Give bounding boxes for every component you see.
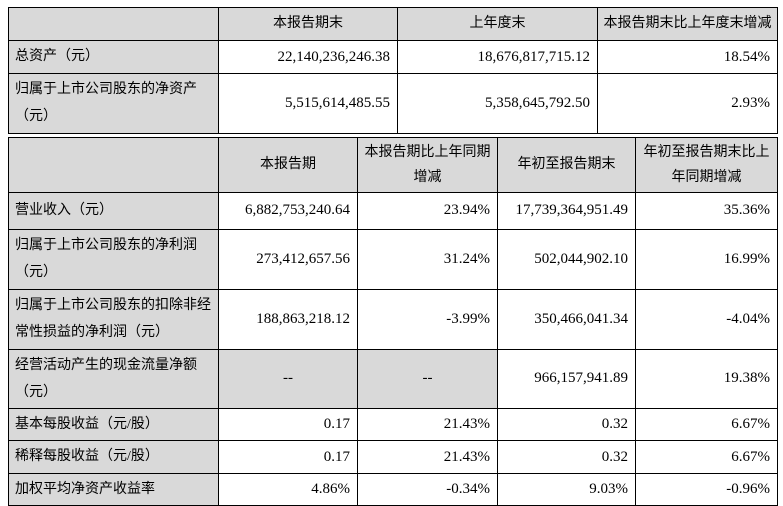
value-cell: 0.17 xyxy=(218,408,358,442)
table-row: 归属于上市公司股东的扣除非经常性损益的净利润（元） 188,863,218.12… xyxy=(8,288,778,350)
table2-header-ytd-change: 年初至报告期末比上年同期增减 xyxy=(635,136,778,193)
table1-header-prior-year-end: 上年度末 xyxy=(397,7,598,41)
table1-header-current-period-end: 本报告期末 xyxy=(218,7,398,41)
row-label-diluted-eps: 稀释每股收益（元/股） xyxy=(8,440,219,474)
value-cell: 502,044,902.10 xyxy=(497,228,636,290)
value-cell: 9.03% xyxy=(497,472,636,506)
table-row: 总资产（元） 22,140,236,246.38 18,676,817,715.… xyxy=(8,40,778,74)
table2-corner-cell xyxy=(8,136,219,193)
value-cell: -4.04% xyxy=(635,288,778,350)
row-label-total-assets: 总资产（元） xyxy=(8,40,219,74)
value-cell: 19.38% xyxy=(635,348,778,410)
table-row: 基本每股收益（元/股） 0.17 21.43% 0.32 6.67% xyxy=(8,408,778,442)
value-cell: 17,739,364,951.49 xyxy=(497,191,636,230)
value-cell: 21.43% xyxy=(357,440,498,474)
value-cell: 350,466,041.34 xyxy=(497,288,636,350)
value-cell: 5,358,645,792.50 xyxy=(397,73,598,134)
row-label-weighted-avg-roe: 加权平均净资产收益率 xyxy=(8,472,219,506)
table-row: 营业收入（元） 6,882,753,240.64 23.94% 17,739,3… xyxy=(8,191,778,230)
value-cell: 6.67% xyxy=(635,440,778,474)
value-cell: 5,515,614,485.55 xyxy=(218,73,398,134)
table1-header-change: 本报告期末比上年度末增减 xyxy=(597,7,778,41)
row-label-net-profit-excl-nonrecurring: 归属于上市公司股东的扣除非经常性损益的净利润（元） xyxy=(8,288,219,350)
value-cell: 188,863,218.12 xyxy=(218,288,358,350)
value-cell: 21.43% xyxy=(357,408,498,442)
value-cell: -3.99% xyxy=(357,288,498,350)
value-cell-not-applicable: -- xyxy=(357,348,498,410)
value-cell-not-applicable: -- xyxy=(218,348,358,410)
value-cell: 6,882,753,240.64 xyxy=(218,191,358,230)
table2-header-year-to-date: 年初至报告期末 xyxy=(497,136,636,193)
table2-header-row: 本报告期 本报告期比上年同期增减 年初至报告期末 年初至报告期末比上年同期增减 xyxy=(8,136,778,193)
value-cell: 23.94% xyxy=(357,191,498,230)
row-label-net-profit: 归属于上市公司股东的净利润（元） xyxy=(8,228,219,290)
value-cell: 0.32 xyxy=(497,440,636,474)
table-row: 归属于上市公司股东的净资产（元） 5,515,614,485.55 5,358,… xyxy=(8,73,778,134)
value-cell: 0.32 xyxy=(497,408,636,442)
reporting-period-summary-table: 本报告期 本报告期比上年同期增减 年初至报告期末 年初至报告期末比上年同期增减 … xyxy=(8,136,778,506)
table2-header-current-period: 本报告期 xyxy=(218,136,358,193)
table-row: 经营活动产生的现金流量净额（元） -- -- 966,157,941.89 19… xyxy=(8,348,778,410)
value-cell: 18.54% xyxy=(597,40,778,74)
row-label-operating-cash-flow: 经营活动产生的现金流量净额（元） xyxy=(8,348,219,410)
table-row: 稀释每股收益（元/股） 0.17 21.43% 0.32 6.67% xyxy=(8,440,778,474)
row-label-basic-eps: 基本每股收益（元/股） xyxy=(8,408,219,442)
table1-header-row: 本报告期末 上年度末 本报告期末比上年度末增减 xyxy=(8,7,778,41)
table-row: 加权平均净资产收益率 4.86% -0.34% 9.03% -0.96% xyxy=(8,472,778,506)
value-cell: -0.96% xyxy=(635,472,778,506)
value-cell: 4.86% xyxy=(218,472,358,506)
value-cell: 0.17 xyxy=(218,440,358,474)
value-cell: 18,676,817,715.12 xyxy=(397,40,598,74)
value-cell: 35.36% xyxy=(635,191,778,230)
row-label-net-assets: 归属于上市公司股东的净资产（元） xyxy=(8,73,219,134)
value-cell: 22,140,236,246.38 xyxy=(218,40,398,74)
value-cell: 16.99% xyxy=(635,228,778,290)
value-cell: 31.24% xyxy=(357,228,498,290)
value-cell: 6.67% xyxy=(635,408,778,442)
value-cell: 966,157,941.89 xyxy=(497,348,636,410)
value-cell: 273,412,657.56 xyxy=(218,228,358,290)
row-label-operating-revenue: 营业收入（元） xyxy=(8,191,219,230)
period-end-summary-table: 本报告期末 上年度末 本报告期末比上年度末增减 总资产（元） 22,140,23… xyxy=(8,7,778,134)
table2-header-period-change: 本报告期比上年同期增减 xyxy=(357,136,498,193)
value-cell: 2.93% xyxy=(597,73,778,134)
table1-corner-cell xyxy=(8,7,219,41)
table-row: 归属于上市公司股东的净利润（元） 273,412,657.56 31.24% 5… xyxy=(8,228,778,290)
value-cell: -0.34% xyxy=(357,472,498,506)
